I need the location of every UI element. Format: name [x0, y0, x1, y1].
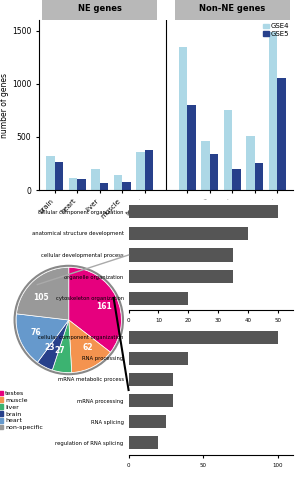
Bar [129, 331, 278, 344]
Bar [68, 178, 77, 190]
Bar [187, 105, 196, 190]
Bar [129, 292, 188, 305]
Bar [129, 436, 158, 449]
Bar [55, 162, 63, 190]
Bar [129, 394, 173, 407]
Bar [129, 205, 278, 218]
Bar [224, 110, 232, 190]
Bar [129, 248, 233, 262]
Bar [100, 183, 108, 190]
Text: 62: 62 [83, 342, 94, 351]
Bar [232, 170, 241, 190]
Wedge shape [52, 320, 72, 372]
Legend: GSE4, GSE5: GSE4, GSE5 [263, 24, 289, 37]
Text: 161: 161 [96, 302, 112, 311]
Bar [210, 154, 218, 190]
Bar [175, 0, 290, 20]
Text: 76: 76 [30, 328, 41, 336]
Bar [91, 169, 100, 190]
Bar [129, 270, 233, 283]
Wedge shape [69, 268, 121, 352]
Bar [145, 150, 153, 190]
Wedge shape [16, 268, 69, 320]
Bar [277, 78, 286, 190]
Legend: testes, muscle, liver, brain, heart, non-specific: testes, muscle, liver, brain, heart, non… [0, 388, 45, 432]
Bar [179, 46, 187, 190]
Bar [129, 373, 173, 386]
Text: 105: 105 [33, 292, 48, 302]
Text: NE genes: NE genes [78, 4, 121, 14]
Wedge shape [16, 314, 69, 362]
Text: Non-NE genes: Non-NE genes [199, 4, 266, 14]
Text: 23: 23 [44, 342, 55, 351]
Bar [46, 156, 55, 190]
Bar [114, 174, 122, 190]
Bar [136, 152, 145, 190]
Bar [122, 182, 131, 190]
Y-axis label: number of genes: number of genes [0, 72, 9, 138]
Text: 27: 27 [54, 346, 65, 355]
Bar [255, 164, 263, 190]
Bar [129, 352, 188, 364]
Bar [269, 32, 277, 190]
Bar [129, 416, 166, 428]
Bar [42, 0, 157, 20]
Bar [77, 179, 86, 190]
Wedge shape [69, 320, 110, 372]
Bar [129, 226, 248, 240]
Wedge shape [37, 320, 69, 370]
Bar [246, 136, 255, 190]
Bar [201, 141, 210, 190]
